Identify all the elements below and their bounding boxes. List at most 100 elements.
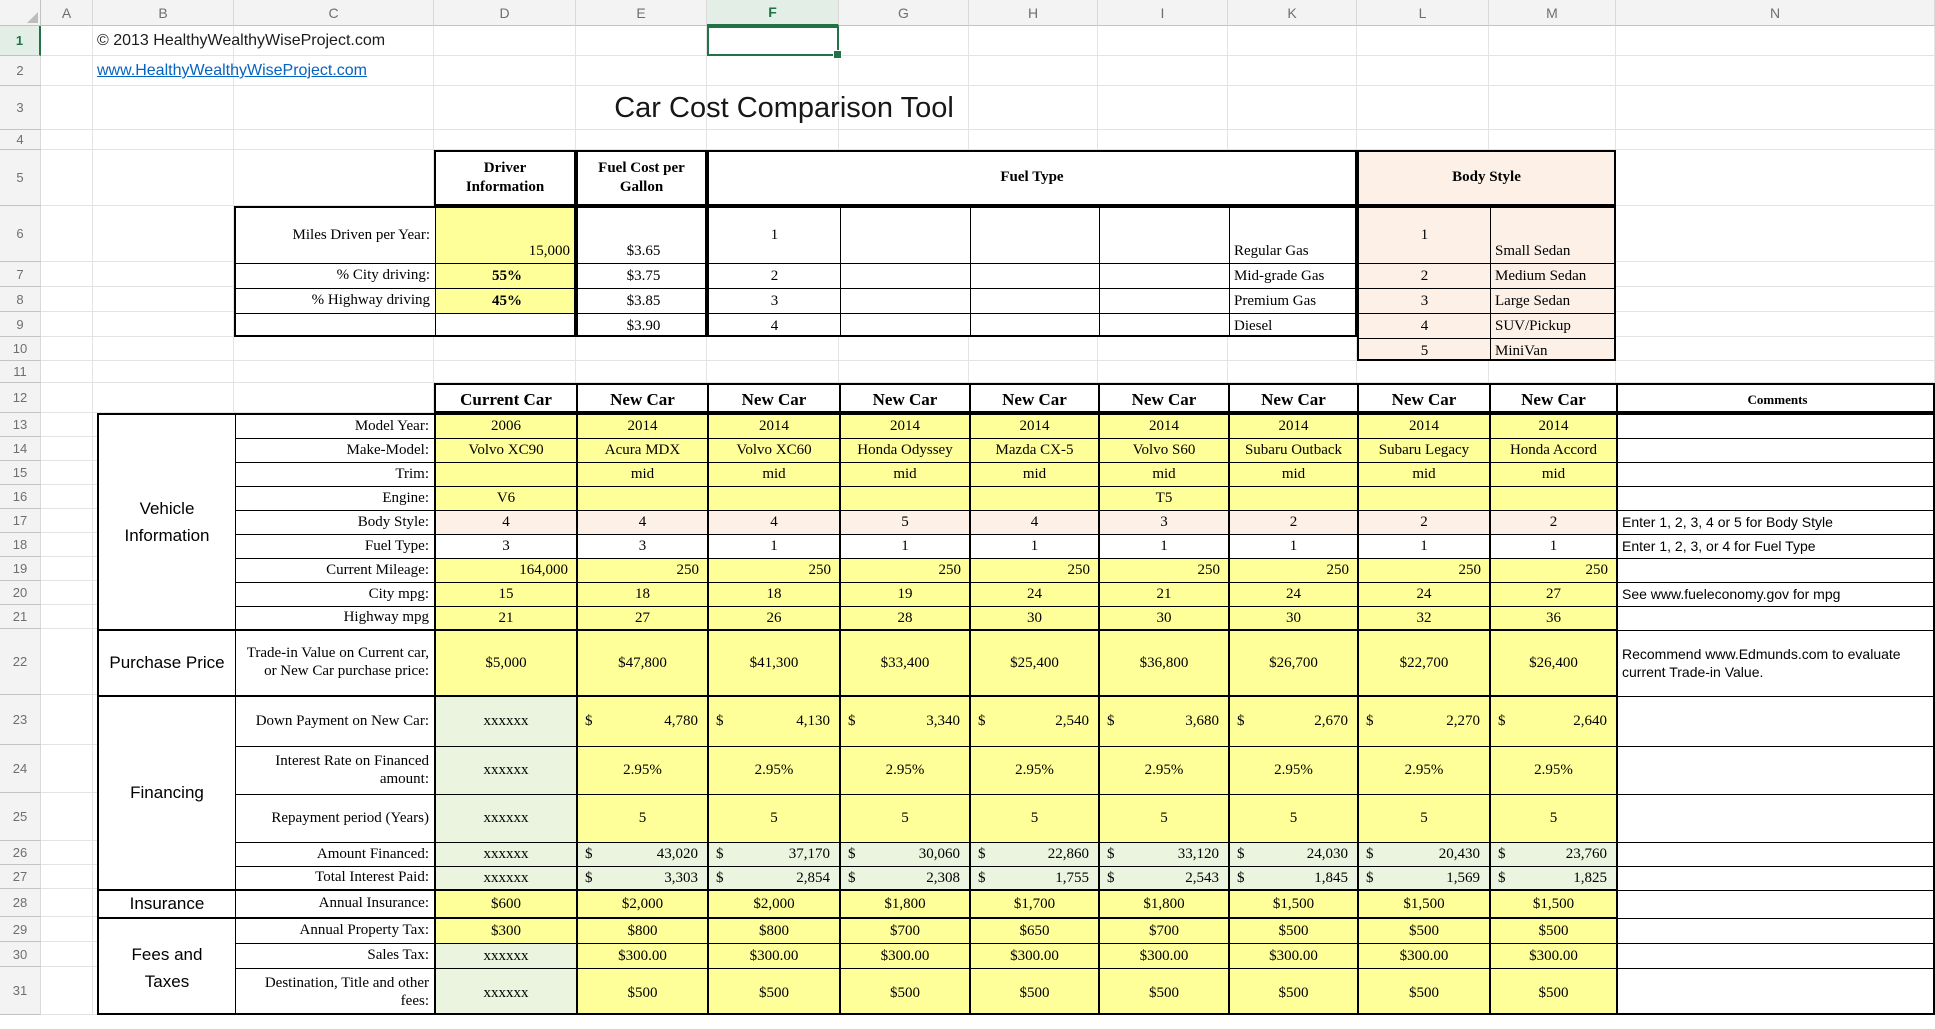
grid-cell[interactable] (839, 26, 969, 56)
table-cell[interactable] (1230, 487, 1359, 511)
row-header-8[interactable]: 8 (0, 287, 41, 312)
table-cell[interactable]: $1,500 (1491, 891, 1618, 919)
fuel-cost-cell[interactable]: $3.90 (626, 318, 661, 334)
grid-cell[interactable] (93, 130, 234, 150)
grid-cell[interactable] (707, 130, 839, 150)
column-header-B[interactable]: B (93, 0, 234, 26)
table-cell[interactable]: 30 (1230, 607, 1359, 631)
grid-cell[interactable] (41, 56, 93, 86)
grid-cell[interactable] (1616, 26, 1935, 56)
empty-cell[interactable] (841, 264, 971, 289)
empty-cell[interactable] (1100, 208, 1230, 264)
table-cell[interactable]: Acura MDX (578, 439, 709, 463)
row-label-cell[interactable]: Current Mileage: (236, 559, 436, 583)
table-cell[interactable]: $4,780 (578, 697, 709, 747)
fuel-type-name-cell[interactable]: Diesel (1234, 318, 1273, 334)
table-cell[interactable]: 250 (1491, 559, 1618, 583)
grid-cell[interactable] (1228, 130, 1357, 150)
selected-cell-outline[interactable] (707, 26, 842, 59)
table-cell[interactable]: xxxxxx (436, 697, 578, 747)
grid-cell[interactable] (969, 26, 1098, 56)
table-cell[interactable]: $2,854 (709, 867, 841, 891)
table-cell[interactable]: xxxxxx (436, 843, 578, 867)
comment-cell[interactable] (1618, 944, 1933, 969)
row-label-cell[interactable]: Annual Insurance: (236, 891, 436, 919)
table-cell[interactable]: $5,000 (436, 631, 578, 697)
table-cell[interactable]: $3,303 (578, 867, 709, 891)
table-cell[interactable]: $300.00 (841, 944, 971, 969)
row-label-cell[interactable]: Body Style: (236, 511, 436, 535)
table-cell[interactable]: $36,800 (1100, 631, 1230, 697)
table-cell[interactable]: mid (1230, 463, 1359, 487)
table-cell[interactable]: 2014 (709, 415, 841, 439)
row-label-cell[interactable]: Sales Tax: (236, 944, 436, 969)
grid-cell[interactable] (41, 745, 93, 793)
comment-cell[interactable] (1618, 795, 1933, 843)
comment-cell[interactable] (1618, 867, 1933, 891)
body-style-code-cell[interactable]: 5 (1359, 339, 1491, 359)
grid-cell[interactable] (234, 86, 434, 130)
row-header-30[interactable]: 30 (0, 942, 41, 967)
table-cell[interactable]: $26,400 (1491, 631, 1618, 697)
table-cell[interactable]: $1,500 (1359, 891, 1491, 919)
table-cell[interactable]: 2.95% (841, 747, 971, 795)
row-header-20[interactable]: 20 (0, 581, 41, 605)
column-header-H[interactable]: H (969, 0, 1098, 26)
grid-cell[interactable] (93, 383, 234, 413)
table-cell[interactable]: mid (971, 463, 1100, 487)
grid-cell[interactable] (93, 337, 234, 361)
grid-cell[interactable] (41, 26, 93, 56)
grid-cell[interactable] (1357, 56, 1489, 86)
comment-cell[interactable] (1618, 559, 1933, 583)
empty-cell[interactable] (971, 208, 1100, 264)
table-cell[interactable]: $2,308 (841, 867, 971, 891)
car-column-header[interactable]: New Car (1359, 385, 1491, 411)
table-cell[interactable]: $1,800 (841, 891, 971, 919)
table-cell[interactable]: 5 (1230, 795, 1359, 843)
table-cell[interactable]: $2,670 (1230, 697, 1359, 747)
driver-value-cell[interactable]: 45% (436, 289, 574, 314)
table-cell[interactable]: $800 (578, 919, 709, 944)
grid-cell[interactable] (93, 262, 234, 287)
grid-cell[interactable] (576, 361, 707, 383)
car-column-header[interactable]: New Car (1491, 385, 1618, 411)
grid-cell[interactable] (434, 361, 576, 383)
fuel-cost-header[interactable]: Fuel Cost per Gallon (576, 150, 707, 206)
grid-cell[interactable] (1357, 361, 1489, 383)
comment-cell[interactable] (1618, 415, 1933, 439)
comment-cell[interactable] (1618, 463, 1933, 487)
driver-value-cell[interactable]: 15,000 (436, 208, 574, 264)
grid-cell[interactable] (969, 337, 1098, 361)
table-cell[interactable]: 250 (1359, 559, 1491, 583)
body-style-name-cell[interactable]: MiniVan (1491, 339, 1614, 359)
grid-cell[interactable] (1616, 287, 1935, 312)
row-label-cell[interactable]: Trade-in Value on Current car, or New Ca… (236, 631, 436, 697)
column-header-M[interactable]: M (1489, 0, 1616, 26)
grid-cell[interactable] (969, 56, 1098, 86)
grid-cell[interactable] (576, 86, 707, 130)
grid-cell[interactable] (1228, 56, 1357, 86)
row-header-4[interactable]: 4 (0, 130, 41, 150)
row-label-cell[interactable]: Annual Property Tax: (236, 919, 436, 944)
table-cell[interactable]: $1,700 (971, 891, 1100, 919)
table-cell[interactable]: 1 (971, 535, 1100, 559)
empty-cell[interactable] (841, 208, 971, 264)
table-cell[interactable]: xxxxxx (436, 944, 578, 969)
grid-cell[interactable] (1228, 337, 1357, 361)
table-cell[interactable]: $22,700 (1359, 631, 1491, 697)
empty-cell[interactable] (971, 289, 1100, 314)
table-cell[interactable]: 2 (1491, 511, 1618, 535)
grid-cell[interactable] (1616, 262, 1935, 287)
fuel-type-name-cell[interactable]: Mid-grade Gas (1230, 264, 1355, 289)
grid-cell[interactable] (41, 437, 93, 461)
row-label-cell[interactable]: Model Year: (236, 415, 436, 439)
table-cell[interactable]: $500 (1230, 969, 1359, 1013)
table-cell[interactable]: V6 (436, 487, 578, 511)
table-cell[interactable]: $500 (841, 969, 971, 1013)
table-cell[interactable]: 27 (1491, 583, 1618, 607)
grid-cell[interactable] (434, 337, 576, 361)
table-cell[interactable]: 15 (436, 583, 578, 607)
table-cell[interactable]: mid (709, 463, 841, 487)
table-cell[interactable]: $1,755 (971, 867, 1100, 891)
table-cell[interactable]: 5 (709, 795, 841, 843)
